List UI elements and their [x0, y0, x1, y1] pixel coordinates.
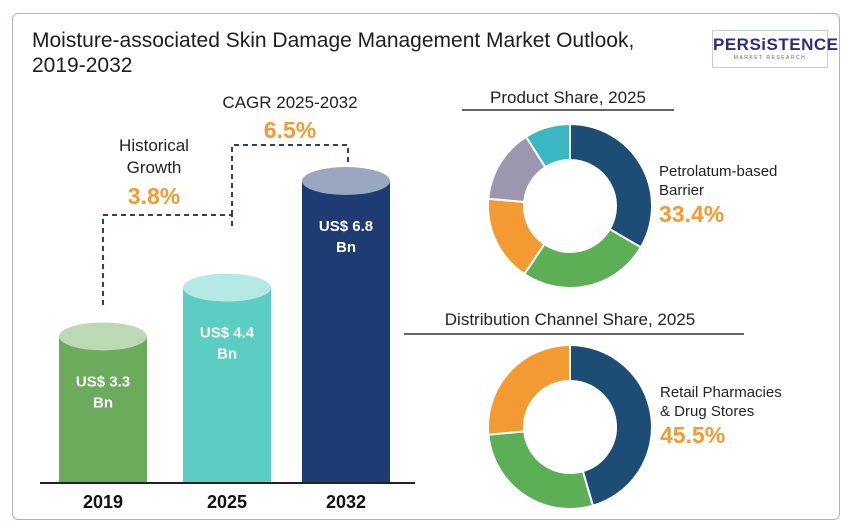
product-share-title: Product Share, 2025: [490, 88, 646, 107]
x-tick-label: 2032: [326, 492, 366, 512]
bar-cap: [183, 273, 271, 302]
distribution-highlight-value: 45.5%: [660, 422, 725, 448]
distribution-share-donut: [487, 343, 653, 510]
logo-wordmark: PERSiSTENCE: [713, 35, 839, 54]
historical-growth-label-line2: Growth: [127, 158, 182, 177]
bar-body: [59, 336, 147, 483]
bar-cap: [59, 322, 147, 351]
bar-cap: [302, 167, 390, 195]
donut-slice-1: [522, 227, 643, 289]
infographic-frame: [12, 13, 840, 520]
bar-2025: US$ 4.4 Bn 2025: [183, 273, 271, 512]
bar-value-unit: Bn: [93, 394, 113, 411]
chart-title: Moisture-associated Skin Damage Manageme…: [32, 29, 635, 77]
cagr-label: CAGR 2025-2032: [222, 93, 357, 112]
historical-growth-value: 3.8%: [128, 183, 180, 209]
bar-value-unit: Bn: [336, 239, 356, 256]
donut-slice-2: [487, 343, 571, 436]
bar-value-label: US$ 3.3: [76, 373, 130, 390]
cagr-value: 6.5%: [264, 117, 316, 143]
distribution-share-title: Distribution Channel Share, 2025: [445, 310, 695, 329]
x-tick-label: 2019: [83, 492, 123, 512]
product-highlight-label-line1: Petrolatum-based: [659, 163, 777, 180]
donut-slice-1: [487, 430, 595, 510]
product-share-donut: [487, 122, 653, 289]
distribution-title-bg: [410, 308, 736, 330]
x-tick-label: 2025: [207, 492, 247, 512]
cagr-connector: [231, 144, 349, 215]
logo-tagline: MARKET RESEARCH: [733, 55, 807, 61]
bar-value-unit: Bn: [217, 346, 237, 363]
bar-series: US$ 3.3 Bn 2019 US$ 4.4 Bn 2025 US$ 6.8 Bn 2032: [59, 167, 390, 512]
product-title-bg: [468, 86, 668, 108]
product-highlight-value: 33.4%: [659, 201, 724, 227]
bar-body: [302, 181, 390, 483]
donut-slice-0: [569, 343, 653, 507]
donut-slice-4: [524, 122, 571, 169]
bar-2019: US$ 3.3 Bn 2019: [59, 322, 147, 512]
historical-growth-label-line1: Historical: [119, 136, 189, 155]
distribution-highlight-label-line1: Retail Pharmacies: [660, 384, 782, 401]
distribution-highlight-label-line2: & Drug Stores: [660, 403, 754, 420]
historical-connector: [102, 214, 233, 305]
persistence-logo: PERSiSTENCE MARKET RESEARCH: [712, 30, 839, 68]
bar-2032: US$ 6.8 Bn 2032: [302, 167, 390, 512]
product-highlight-label-line2: Barrier: [659, 182, 704, 199]
donut-slice-0: [569, 122, 653, 249]
bar-value-label: US$ 6.8: [319, 218, 373, 235]
bar-value-label: US$ 4.4: [200, 325, 255, 342]
bar-body: [183, 287, 271, 483]
